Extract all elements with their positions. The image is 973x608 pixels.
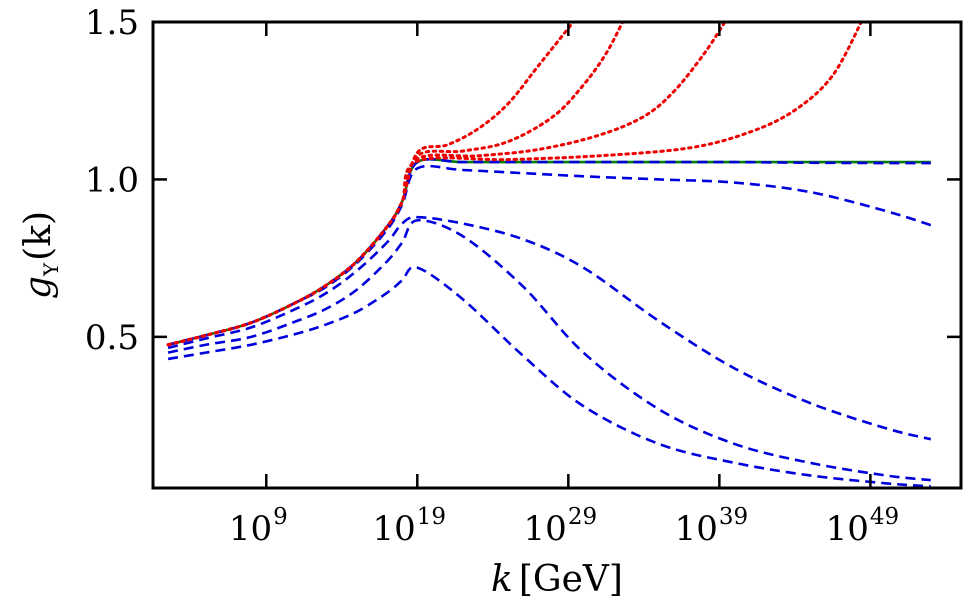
series-blue-dashed-4 (167, 218, 931, 482)
x-tick-label-exp: 49 (870, 504, 899, 530)
series-layer (166, 22, 932, 488)
x-tick-label: 109 (229, 504, 288, 549)
series-blue-dashed-2 (167, 164, 932, 347)
x-axis-label-unit: [GeV] (519, 559, 623, 600)
x-tick-label: 1039 (675, 504, 749, 549)
x-tick-label: 1029 (524, 504, 598, 549)
x-tick-label-base: 10 (373, 509, 416, 549)
y-axis-label-arg: (k) (18, 211, 59, 261)
x-tick-label-exp: 9 (273, 504, 288, 530)
y-axis-label: gY(k) (18, 211, 63, 299)
series-red-dotted-2 (166, 22, 625, 347)
x-tick-label-base: 10 (675, 509, 718, 549)
x-tick-label-base: 10 (524, 509, 567, 549)
x-tick-label-exp: 19 (417, 504, 446, 530)
y-axis-label-sub: Y (39, 262, 63, 277)
x-tick-label: 1049 (826, 504, 900, 549)
plot-frame (151, 20, 963, 490)
y-tick-label: 0.5 (85, 318, 139, 358)
x-tick-label-exp: 39 (719, 504, 748, 530)
series-red-dotted-1 (166, 22, 576, 347)
series-red-dotted-3 (166, 22, 727, 347)
series-blue-dashed-3 (167, 215, 932, 441)
x-tick-label-base: 10 (229, 509, 272, 549)
x-tick-label-base: 10 (826, 509, 869, 549)
y-axis-label-var: g (18, 276, 59, 299)
y-tick-label: 1.5 (85, 3, 139, 43)
series-blue-dashed-5 (167, 265, 931, 488)
y-tick-label: 1.0 (85, 160, 139, 200)
series-red-dotted-4 (166, 22, 863, 347)
x-tick-label: 1019 (373, 504, 447, 549)
x-tick-label-exp: 29 (568, 504, 597, 530)
series-green-solid (167, 157, 931, 347)
x-axis-label-var: k (491, 559, 513, 600)
series-blue-dashed-1 (167, 157, 931, 347)
x-axis-label: k [GeV] (491, 559, 623, 600)
